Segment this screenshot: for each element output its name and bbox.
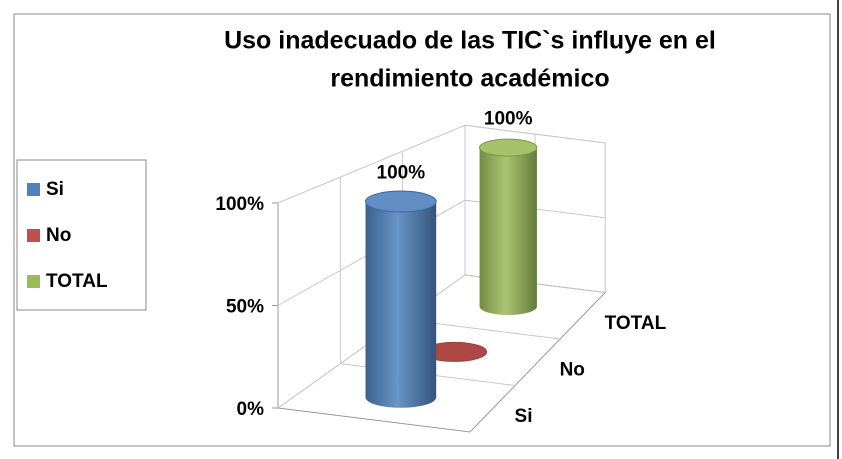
legend-label: No	[46, 225, 71, 246]
y-tick-label: 0%	[237, 399, 265, 420]
y-tick-label: 50%	[226, 297, 264, 318]
bar	[365, 190, 437, 408]
bar-top	[365, 190, 437, 213]
chart-title: rendimiento académico	[330, 65, 609, 93]
depth-tick-label: Si	[515, 406, 533, 427]
bar-body	[479, 147, 537, 315]
value-label: 100%	[377, 163, 426, 184]
chart-title: Uso inadecuado de las TIC`s influye en e…	[224, 27, 716, 55]
bar-top	[479, 138, 538, 157]
grid-line	[277, 124, 606, 204]
bar	[422, 341, 488, 362]
bar-body	[365, 201, 437, 408]
legend-label: Si	[46, 179, 64, 200]
legend-swatch	[27, 183, 40, 196]
depth-tick-label: TOTAL	[605, 313, 667, 334]
value-label: 100%	[484, 109, 533, 130]
legend-label: TOTAL	[46, 271, 108, 292]
depth-tick-label: No	[560, 359, 585, 380]
legend-swatch	[27, 275, 40, 288]
legend-swatch	[27, 229, 40, 242]
y-tick-label: 100%	[215, 194, 264, 215]
bar	[479, 138, 538, 315]
